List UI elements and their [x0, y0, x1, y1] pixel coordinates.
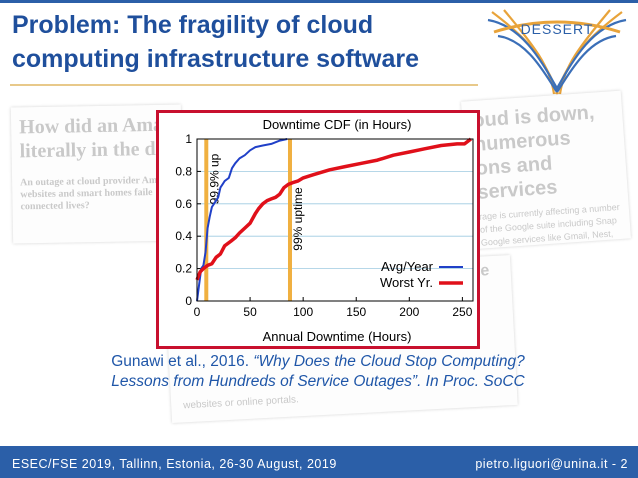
y-tick-label: 0.6: [175, 197, 192, 211]
footer-bar: ESEC/FSE 2019, Tallinn, Estonia, 26-30 A…: [0, 446, 638, 478]
slide-title: Problem: The fragility of cloud computin…: [12, 11, 419, 73]
uptime-marker-label: 99% uptime: [291, 187, 305, 251]
y-tick-label: 0.8: [175, 164, 192, 178]
chart-svg: Downtime CDF (in Hours) Annual Downtime …: [175, 117, 474, 344]
downtime-cdf-chart: Downtime CDF (in Hours) Annual Downtime …: [156, 110, 480, 349]
news-clipping-right: oud is down, numerous ons and services r…: [461, 90, 631, 250]
series-line-worst-year: [195, 137, 472, 281]
x-tick-label: 250: [452, 305, 472, 319]
y-tick-label: 1: [185, 132, 192, 146]
title-underline: [10, 84, 478, 86]
logo-text: DESSERT: [521, 21, 594, 37]
y-tick-label: 0.2: [175, 262, 192, 276]
uptime-marker-label: 99.9% up: [207, 153, 221, 204]
x-tick-label: 50: [243, 305, 257, 319]
chart-x-axis-label: Annual Downtime (Hours): [263, 329, 412, 344]
dessert-logo: DESSERT: [484, 6, 630, 96]
series-line-avg-year: [196, 138, 288, 302]
x-tick-label: 100: [293, 305, 313, 319]
footer-conference: ESEC/FSE 2019, Tallinn, Estonia, 26-30 A…: [12, 457, 337, 471]
footer-contact: pietro.liguori@unina.it - 2: [475, 457, 628, 471]
y-tick-label: 0: [185, 294, 192, 308]
chart-title: Downtime CDF (in Hours): [263, 117, 412, 132]
plot-area-border: [196, 138, 474, 302]
news-body: websites or online portals.: [182, 394, 300, 412]
citation: Gunawi et al., 2016. “Why Does the Cloud…: [98, 352, 538, 392]
legend-label: Avg/Year: [381, 259, 434, 274]
x-tick-label: 0: [194, 305, 201, 319]
x-tick-label: 200: [399, 305, 419, 319]
citation-title: “Why Does the Cloud Stop Computing? Less…: [111, 353, 525, 390]
y-tick-label: 0.4: [175, 229, 192, 243]
x-tick-label: 150: [346, 305, 366, 319]
top-accent-line: [0, 0, 638, 3]
citation-author: Gunawi et al., 2016.: [111, 353, 254, 370]
legend-label: Worst Yr.: [380, 275, 433, 290]
